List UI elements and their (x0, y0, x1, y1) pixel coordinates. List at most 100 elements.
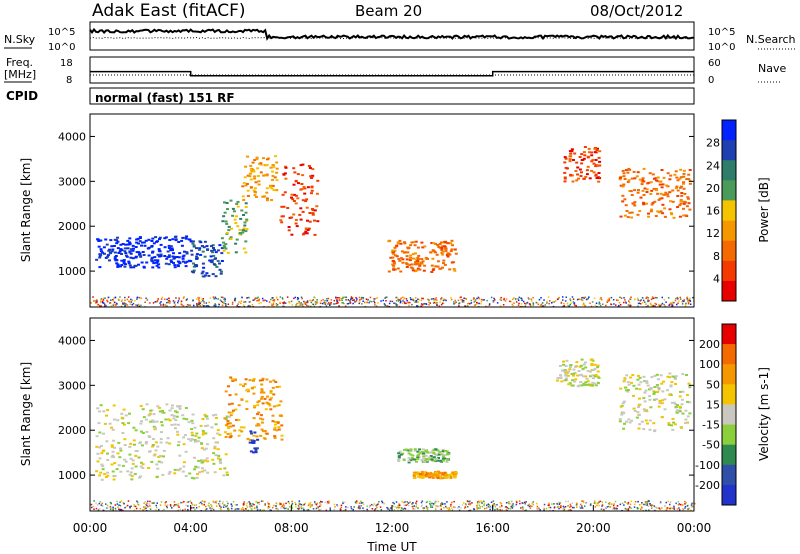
velocity-cell-0 (173, 472, 177, 475)
velocity-noise-cell (441, 502, 443, 504)
velocity-noise-cell (478, 500, 480, 503)
velocity-noise-cell (649, 502, 651, 505)
velocity-noise-cell (512, 503, 514, 505)
power-cell-0 (167, 254, 171, 257)
velocity-cell-7 (630, 419, 634, 422)
power-cell-0 (169, 245, 173, 248)
power-cell-6 (573, 152, 577, 155)
velocity-noise-cell (261, 509, 264, 512)
velocity-noise-cell (451, 501, 453, 504)
velocity-noise-cell (266, 502, 269, 505)
velocity-noise-cell (596, 502, 599, 505)
power-noise-cell (544, 304, 546, 306)
power-noise-cell (541, 305, 543, 307)
velocity-cell-7 (674, 375, 678, 378)
velocity-noise-cell (182, 509, 184, 511)
power-noise-cell (496, 302, 499, 304)
velocity-cell-7 (653, 398, 657, 401)
velocity-cell-1 (214, 454, 218, 457)
power-noise-cell (227, 303, 230, 305)
power-cell-5 (441, 253, 445, 256)
velocity-cell-0 (130, 475, 134, 478)
velocity-cell-0 (124, 460, 128, 463)
power-cell-7 (648, 172, 652, 175)
power-cell-1 (201, 250, 205, 253)
power-cell-7 (682, 172, 686, 175)
power-noise-cell (193, 304, 195, 307)
power-noise-cell (676, 303, 678, 306)
power-noise-cell (350, 296, 353, 298)
velocity-noise-cell (522, 508, 524, 510)
velocity-cell-0 (105, 414, 108, 417)
power-cell-0 (108, 248, 111, 251)
power-cell-7 (671, 189, 675, 192)
power-cell-4 (293, 193, 296, 196)
power-noise-cell (333, 299, 336, 302)
velocity-cell-0 (185, 418, 189, 421)
power-noise-cell (599, 298, 601, 300)
velocity-noise-cell (319, 503, 322, 506)
velocity-cell-7 (622, 400, 626, 403)
velocity-noise-cell (213, 501, 215, 504)
power-cell-4 (310, 185, 314, 188)
velocity-noise-cell (407, 509, 409, 512)
velocity-noise-cell (342, 501, 344, 503)
velocity-cell-7 (653, 391, 657, 394)
velocity-cell-7 (625, 389, 628, 392)
power-noise-cell (397, 300, 400, 302)
power-cell-0 (131, 257, 135, 260)
velocity-cell-2 (229, 425, 233, 428)
power-noise-cell (665, 301, 667, 303)
velocity-noise-cell (371, 508, 374, 510)
power-cell-2 (241, 231, 245, 234)
power-cell-1 (195, 253, 199, 256)
power-noise-cell (485, 305, 487, 308)
velocity-cell-6 (582, 363, 586, 366)
velocity-noise-cell (316, 502, 318, 505)
velocity-cell-1 (216, 432, 220, 435)
power-cell-0 (170, 247, 174, 250)
power-noise-cell (391, 300, 394, 303)
velocity-noise-cell (285, 507, 287, 510)
power-cell-0 (171, 255, 175, 258)
velocity-cell-0 (181, 470, 185, 473)
velocity-noise-cell (204, 500, 206, 503)
power-ytick-label: 1000 (58, 265, 86, 278)
power-cell-1 (220, 252, 224, 255)
freq-tick-high: 18 (60, 58, 73, 69)
power-cell-7 (654, 189, 658, 192)
velocity-cell-0 (172, 414, 176, 417)
power-noise-cell (569, 303, 571, 306)
power-cell-7 (623, 198, 627, 201)
power-noise-cell (275, 303, 278, 305)
velocity-cell-0 (156, 445, 160, 448)
velocity-cell-7 (632, 394, 635, 397)
velocity-noise-cell (496, 508, 499, 511)
power-noise-cell (608, 297, 611, 300)
power-cell-4 (294, 222, 298, 225)
power-noise-cell (376, 297, 379, 299)
velocity-noise-cell (315, 507, 318, 510)
velocity-noise-cell (433, 504, 435, 506)
power-noise-cell (618, 304, 620, 307)
velocity-noise-cell (678, 503, 681, 505)
power-cell-4 (287, 229, 291, 232)
velocity-cell-0 (108, 422, 112, 425)
power-noise-cell (337, 301, 339, 304)
velocity-noise-cell (249, 502, 251, 505)
power-noise-cell (240, 302, 242, 304)
velocity-cell-1 (216, 457, 220, 460)
velocity-cell-7 (656, 378, 660, 381)
velocity-noise-cell (494, 508, 496, 511)
velocity-cell-5 (428, 476, 432, 479)
velocity-noise-cell (285, 502, 287, 505)
velocity-colorbar-frame (721, 323, 737, 506)
power-noise-cell (124, 305, 126, 307)
velocity-cell-0 (123, 458, 127, 461)
power-cell-0 (128, 241, 132, 244)
velocity-cell-6 (596, 375, 600, 378)
velocity-cell-2 (223, 417, 227, 420)
power-cell-1 (192, 245, 196, 248)
velocity-noise-cell (149, 508, 152, 510)
velocity-cell-1 (194, 465, 198, 468)
